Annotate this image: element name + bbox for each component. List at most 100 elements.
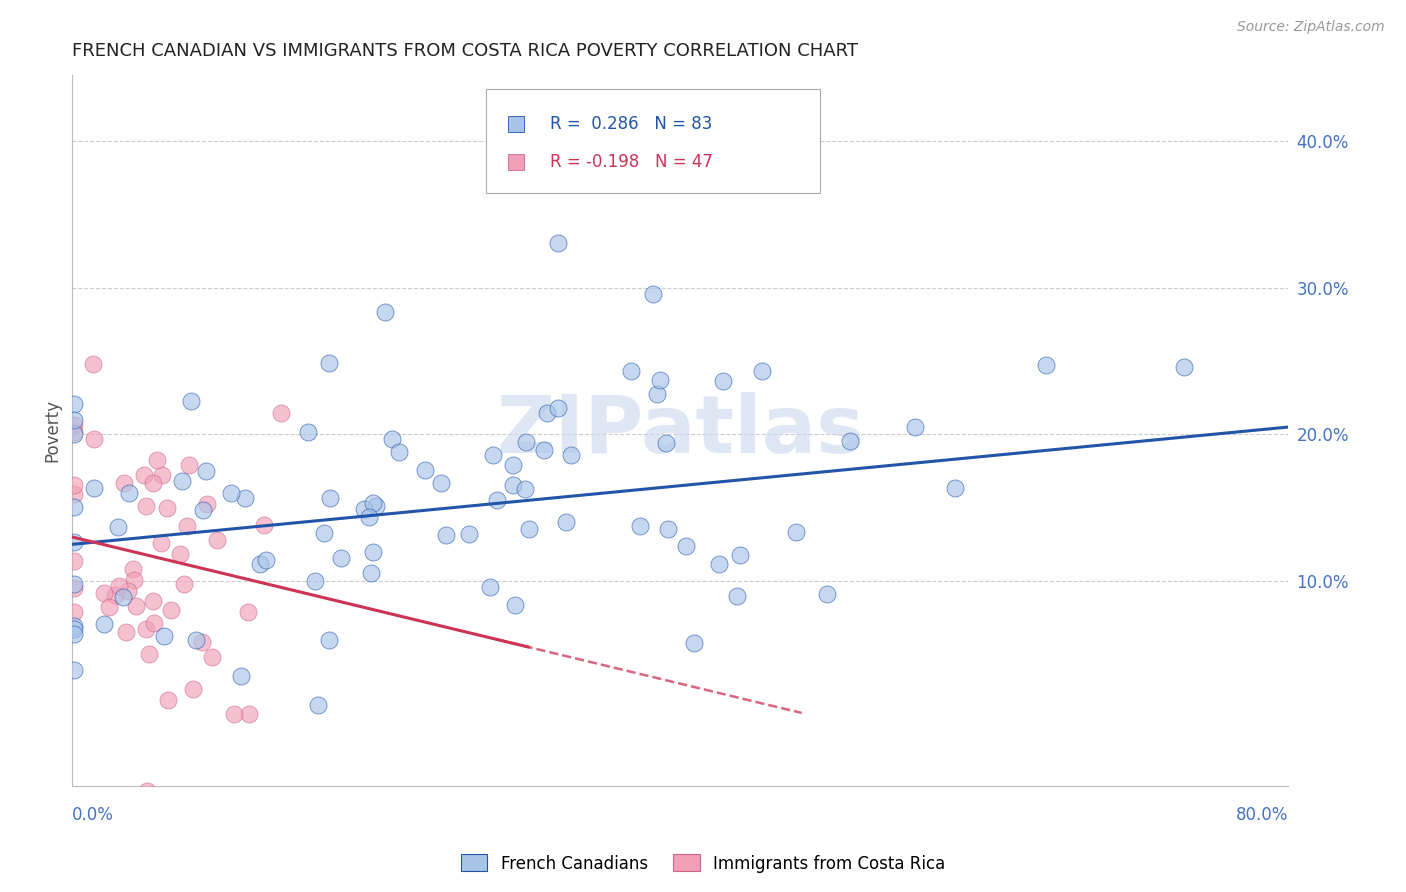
- Point: [330, 551, 353, 566]
- Point: [136, 784, 159, 798]
- Text: R =  0.286   N = 83: R = 0.286 N = 83: [550, 115, 713, 133]
- Point: [112, 475, 135, 490]
- Point: [502, 477, 524, 491]
- Point: [62, 622, 84, 636]
- Point: [486, 492, 509, 507]
- Point: [98, 599, 121, 614]
- Point: [815, 587, 838, 601]
- Point: [122, 562, 145, 576]
- FancyBboxPatch shape: [485, 89, 820, 193]
- Point: [62, 663, 84, 677]
- Point: [176, 518, 198, 533]
- Point: [253, 517, 276, 532]
- Legend: French Canadians, Immigrants from Costa Rica: French Canadians, Immigrants from Costa …: [454, 847, 952, 880]
- Point: [502, 458, 524, 473]
- Point: [135, 499, 157, 513]
- Point: [643, 287, 665, 301]
- Point: [517, 522, 540, 536]
- Point: [361, 544, 384, 558]
- Point: [194, 464, 217, 478]
- Point: [645, 387, 668, 401]
- Point: [193, 503, 215, 517]
- Point: [547, 235, 569, 250]
- Point: [156, 501, 179, 516]
- Point: [183, 682, 205, 697]
- Point: [180, 393, 202, 408]
- Point: [430, 476, 453, 491]
- Point: [620, 363, 643, 377]
- Point: [62, 627, 84, 641]
- Point: [318, 356, 340, 370]
- Point: [657, 522, 679, 536]
- Point: [554, 515, 576, 529]
- Point: [709, 557, 731, 571]
- Point: [357, 509, 380, 524]
- Point: [62, 417, 84, 432]
- Point: [361, 496, 384, 510]
- Point: [115, 625, 138, 640]
- Point: [142, 594, 165, 608]
- Point: [388, 445, 411, 459]
- Point: [179, 458, 201, 472]
- Point: [785, 524, 807, 539]
- Point: [142, 476, 165, 491]
- Y-axis label: Poverty: Poverty: [44, 400, 60, 462]
- Point: [83, 432, 105, 446]
- Point: [159, 603, 181, 617]
- Point: [683, 636, 706, 650]
- Point: [83, 481, 105, 495]
- Point: [728, 548, 751, 562]
- Point: [650, 373, 672, 387]
- Point: [184, 633, 207, 648]
- Point: [62, 605, 84, 619]
- Point: [62, 619, 84, 633]
- Point: [413, 463, 436, 477]
- Point: [122, 574, 145, 588]
- Point: [62, 500, 84, 514]
- Point: [132, 468, 155, 483]
- Point: [839, 434, 862, 448]
- Point: [124, 599, 146, 613]
- Point: [1035, 358, 1057, 372]
- Point: [675, 539, 697, 553]
- Point: [249, 557, 271, 571]
- Point: [222, 706, 245, 721]
- Point: [108, 579, 131, 593]
- Point: [62, 397, 84, 411]
- Point: [93, 585, 115, 599]
- Text: ZIPatlas: ZIPatlas: [496, 392, 865, 470]
- Point: [62, 581, 84, 595]
- Point: [150, 468, 173, 483]
- Point: [62, 577, 84, 591]
- Point: [457, 527, 479, 541]
- Point: [112, 590, 135, 604]
- Point: [513, 482, 536, 496]
- Point: [62, 477, 84, 491]
- Point: [62, 486, 84, 500]
- Text: 0.0%: 0.0%: [72, 806, 114, 824]
- Point: [374, 305, 396, 319]
- Point: [229, 669, 252, 683]
- Point: [479, 580, 502, 594]
- Point: [93, 616, 115, 631]
- Point: [943, 481, 966, 495]
- Point: [304, 574, 326, 589]
- Point: [482, 448, 505, 462]
- Point: [62, 554, 84, 568]
- Point: [195, 497, 218, 511]
- Point: [318, 632, 340, 647]
- Point: [533, 442, 555, 457]
- Point: [117, 583, 139, 598]
- Point: [201, 649, 224, 664]
- Text: Source: ZipAtlas.com: Source: ZipAtlas.com: [1237, 20, 1385, 34]
- Point: [655, 436, 678, 450]
- Point: [353, 502, 375, 516]
- Point: [62, 535, 84, 549]
- Point: [118, 485, 141, 500]
- Point: [254, 553, 277, 567]
- Point: [205, 533, 228, 547]
- Point: [711, 374, 734, 388]
- Point: [172, 474, 194, 488]
- Text: FRENCH CANADIAN VS IMMIGRANTS FROM COSTA RICA POVERTY CORRELATION CHART: FRENCH CANADIAN VS IMMIGRANTS FROM COSTA…: [72, 42, 858, 60]
- Point: [62, 426, 84, 441]
